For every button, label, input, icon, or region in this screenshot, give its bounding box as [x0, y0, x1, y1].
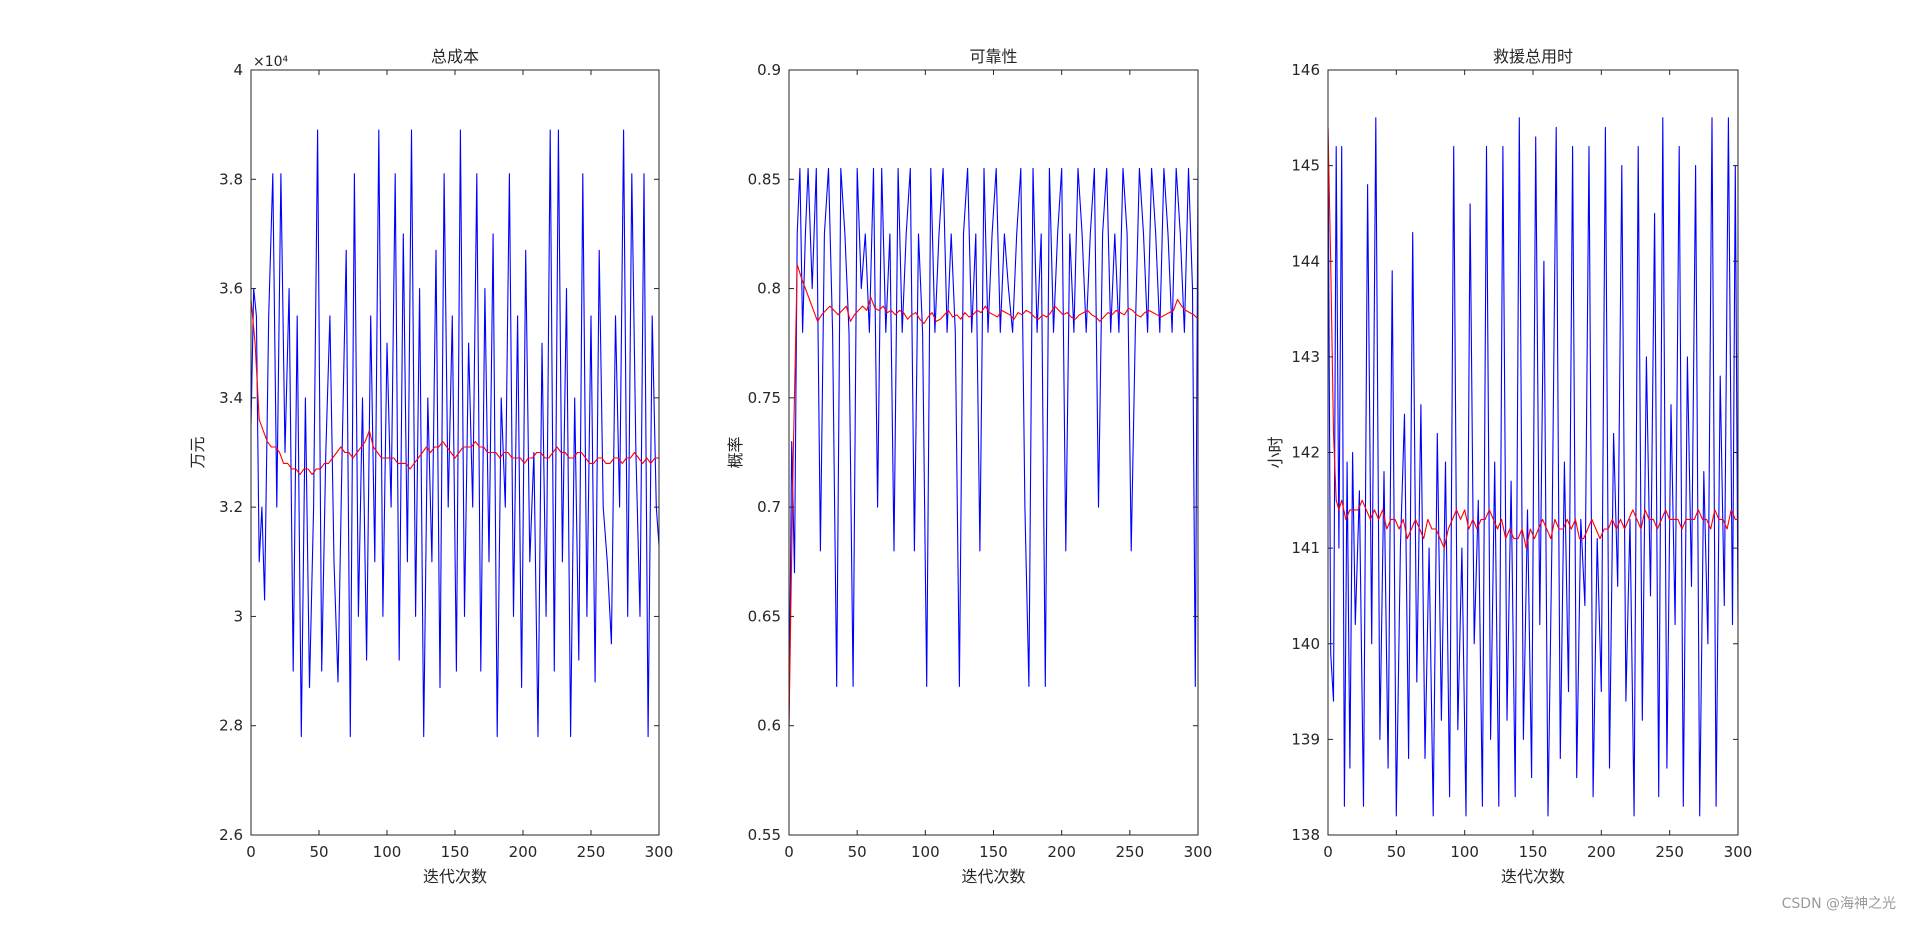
- y-tick-label: 0.75: [748, 389, 781, 407]
- watermark: CSDN @海神之光: [1781, 896, 1896, 912]
- y-tick-label: 0.7: [757, 498, 781, 516]
- x-tick-label: 300: [1184, 843, 1213, 861]
- y-tick-label: 3.4: [219, 389, 243, 407]
- exponent-label: ×10⁴: [253, 54, 289, 70]
- x-tick-label: 100: [373, 843, 402, 861]
- y-tick-label: 2.8: [219, 717, 243, 735]
- series-group: [789, 167, 1198, 726]
- x-tick-label: 300: [645, 843, 674, 861]
- series-line-smoothed: [251, 299, 659, 475]
- y-tick-label: 0.55: [748, 826, 781, 844]
- y-tick-label: 146: [1291, 61, 1320, 79]
- subplot-3: 0 50 100 150 200 250 300 138 139 140 141 142 143 144 1…: [1266, 47, 1752, 886]
- series-line-smoothed: [1328, 127, 1738, 549]
- series-line-smoothed: [789, 263, 1198, 726]
- x-tick-label: 150: [441, 843, 470, 861]
- x-tick-label: 0: [784, 843, 794, 861]
- y-tick-label: 145: [1291, 157, 1320, 175]
- x-tick-label: 250: [1655, 843, 1684, 861]
- series-line-raw: [1328, 117, 1738, 817]
- x-axis-label: 迭代次数: [961, 867, 1025, 886]
- y-tick-label: 139: [1291, 730, 1320, 748]
- series-line-raw: [789, 167, 1198, 726]
- x-tick-label: 50: [848, 843, 867, 861]
- x-tick-label: 250: [1116, 843, 1145, 861]
- x-tick-label: 0: [246, 843, 256, 861]
- y-axis-label: 万元: [188, 436, 207, 468]
- x-tick-label: 50: [309, 843, 328, 861]
- x-axis-label: 迭代次数: [1501, 867, 1565, 886]
- y-tick-label: 138: [1291, 826, 1320, 844]
- x-tick-label: 250: [577, 843, 606, 861]
- y-tick-label: 3.6: [219, 280, 243, 298]
- y-tick-label: 143: [1291, 348, 1320, 366]
- y-tick-label: 3.8: [219, 170, 243, 188]
- subplot-2: 0 50 100 150 200 250 300 0.55 0.6 0.65 0.7 0.75 0.8 0…: [726, 47, 1212, 886]
- chart-title: 可靠性: [969, 47, 1017, 66]
- y-tick-label: 0.85: [748, 170, 781, 188]
- y-axis-label: 概率: [726, 436, 745, 468]
- chart-title: 总成本: [431, 47, 479, 66]
- y-tick-label: 140: [1291, 635, 1320, 653]
- subplot-1: 0 50 100 150 200 250 300 2.6 2.8 3 3.2 3.4 3.6 3.8 4 总成…: [188, 47, 673, 886]
- x-tick-label: 200: [1047, 843, 1076, 861]
- x-tick-label: 300: [1724, 843, 1753, 861]
- x-axis-label: 迭代次数: [423, 867, 487, 886]
- y-tick-label: 142: [1291, 444, 1320, 462]
- x-tick-label: 100: [911, 843, 940, 861]
- x-tick-label: 200: [509, 843, 538, 861]
- y-tick-label: 4: [233, 61, 243, 79]
- y-tick-label: 0.65: [748, 607, 781, 625]
- plot-area: [1328, 70, 1738, 835]
- y-tick-label: 0.6: [757, 717, 781, 735]
- y-tick-label: 144: [1291, 252, 1320, 270]
- x-tick-label: 0: [1323, 843, 1333, 861]
- x-tick-label: 200: [1587, 843, 1616, 861]
- series-group: [1328, 117, 1738, 817]
- chart-title: 救援总用时: [1493, 47, 1573, 66]
- y-axis-label: 小时: [1266, 436, 1285, 468]
- y-tick-label: 3: [233, 607, 243, 625]
- plot-area: [251, 70, 659, 835]
- x-tick-label: 50: [1387, 843, 1406, 861]
- series-line-raw: [251, 129, 659, 738]
- y-tick-label: 2.6: [219, 826, 243, 844]
- x-tick-label: 150: [979, 843, 1008, 861]
- x-tick-label: 150: [1519, 843, 1548, 861]
- series-group: [251, 129, 659, 738]
- y-tick-label: 0.9: [757, 61, 781, 79]
- y-tick-label: 0.8: [757, 280, 781, 298]
- y-tick-label: 141: [1291, 539, 1320, 557]
- x-tick-label: 100: [1450, 843, 1479, 861]
- y-tick-label: 3.2: [219, 498, 243, 516]
